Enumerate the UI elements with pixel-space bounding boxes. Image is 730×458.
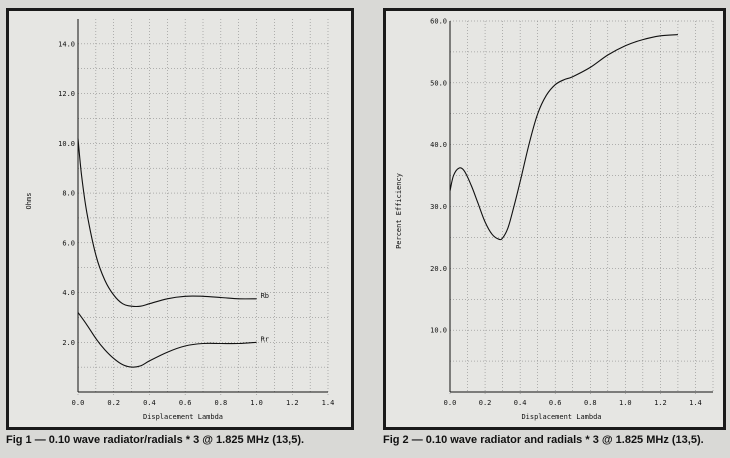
- x-tick-label: 1.0: [250, 399, 263, 407]
- y-tick-label: 30.0: [430, 203, 447, 211]
- ohms-chart: 0.0 0.2 0.4 0.6 0.8 1.0 1.2 1.4 2.0 4.0 6.0 8.0 10.0…: [25, 19, 335, 421]
- x-tick-label: 0.4: [143, 399, 156, 407]
- y-tick-label: 40.0: [430, 141, 447, 149]
- efficiency-chart: 0.0 0.2 0.4 0.6 0.8 1.0 1.2 1.4 10.0 20.0 30.0 40.0…: [395, 18, 714, 421]
- x-tick-label: 0.0: [444, 399, 457, 407]
- y-tick-label: 20.0: [430, 265, 447, 273]
- x-tick-label: 0.8: [584, 399, 597, 407]
- x-tick-label: 0.0: [72, 399, 85, 407]
- series-line: [77, 312, 257, 368]
- y-tick-label: 12.0: [58, 90, 75, 98]
- x-axis-label: Displacement Lambda: [521, 413, 601, 421]
- figure-2-caption: Fig 2 — 0.10 wave radiator and radials *…: [383, 434, 704, 446]
- x-tick-label: 0.2: [479, 399, 492, 407]
- x-tick-label: 0.4: [514, 399, 527, 407]
- x-tick-label: 1.2: [654, 399, 667, 407]
- x-tick-label: 1.4: [689, 399, 702, 407]
- x-tick-label: 0.2: [107, 399, 120, 407]
- series-label: Rb: [261, 292, 269, 300]
- x-tick-label: 0.6: [549, 399, 562, 407]
- x-tick-label: 0.6: [179, 399, 192, 407]
- x-tick-label: 1.2: [286, 399, 299, 407]
- y-tick-label: 60.0: [430, 18, 447, 26]
- y-tick-label: 50.0: [430, 79, 447, 87]
- y-tick-label: 6.0: [62, 239, 75, 247]
- x-axis-label: Displacement Lambda: [143, 413, 223, 421]
- y-tick-label: 2.0: [62, 339, 75, 347]
- series-label: Rr: [261, 335, 269, 343]
- figure-1-panel: 0.0 0.2 0.4 0.6 0.8 1.0 1.2 1.4 2.0 4.0 6.0 8.0 10.0…: [6, 8, 354, 430]
- y-tick-label: 10.0: [58, 140, 75, 148]
- y-tick-label: 8.0: [62, 190, 75, 198]
- y-axis-label: Percent Efficiency: [395, 173, 403, 249]
- y-tick-label: 14.0: [58, 40, 75, 48]
- y-tick-label: 10.0: [430, 327, 447, 335]
- y-axis-label: Ohms: [25, 193, 33, 210]
- x-tick-label: 1.4: [322, 399, 335, 407]
- figure-1-caption: Fig 1 — 0.10 wave radiator/radials * 3 @…: [6, 434, 305, 446]
- series-line: [77, 138, 257, 308]
- y-tick-label: 4.0: [62, 289, 75, 297]
- figure-2-panel: 0.0 0.2 0.4 0.6 0.8 1.0 1.2 1.4 10.0 20.0 30.0 40.0…: [383, 8, 726, 430]
- series-line: [449, 34, 678, 241]
- x-tick-label: 1.0: [619, 399, 632, 407]
- x-tick-label: 0.8: [215, 399, 228, 407]
